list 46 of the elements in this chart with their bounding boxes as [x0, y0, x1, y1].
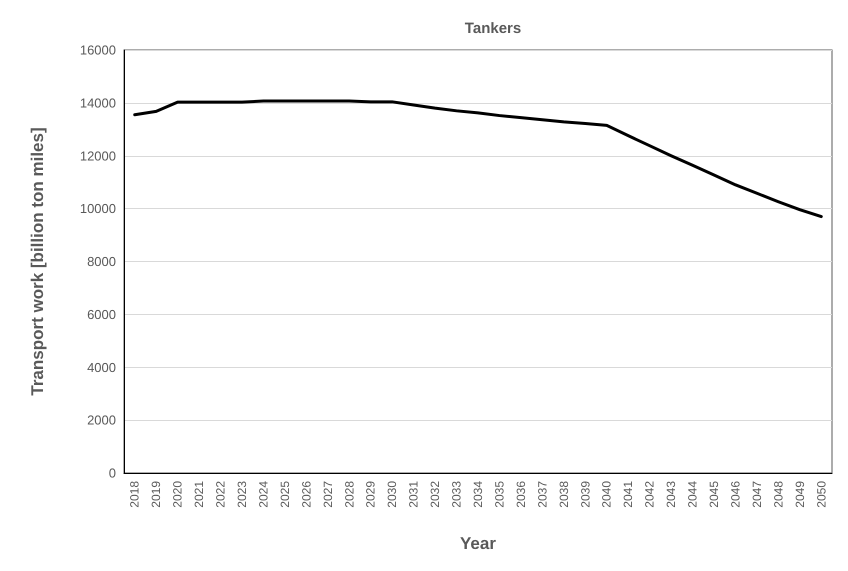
x-tick-label: 2040 — [600, 480, 614, 508]
x-tick-label: 2047 — [750, 480, 764, 508]
x-tick-label: 2036 — [514, 480, 528, 508]
x-tick-label: 2025 — [278, 480, 292, 508]
y-tick-label: 6000 — [87, 306, 116, 322]
x-tick-label: 2043 — [664, 480, 678, 508]
x-tick-label: 2030 — [385, 480, 400, 508]
x-tick-label: 2037 — [535, 480, 550, 508]
x-axis-title: Year — [460, 534, 496, 553]
x-tick-label: 2046 — [728, 480, 742, 508]
x-tick-label: 2024 — [256, 480, 270, 508]
x-tick-label: 2021 — [192, 480, 206, 508]
x-tick-label: 2035 — [492, 480, 506, 508]
x-tick-label: 2038 — [556, 480, 571, 508]
x-tick-label: 2020 — [170, 480, 185, 508]
chart-title: Tankers — [464, 20, 522, 37]
x-tick-label: 2033 — [450, 480, 464, 508]
x-tick-label: 2029 — [364, 480, 378, 508]
x-tick-label: 2034 — [471, 480, 485, 508]
y-tick-label: 0 — [108, 466, 116, 480]
x-tick-label: 2023 — [235, 480, 249, 508]
x-tick-label: 2032 — [428, 480, 442, 508]
x-tick-label: 2039 — [578, 480, 592, 508]
line-series — [133, 100, 823, 218]
y-tick-label: 12000 — [80, 148, 116, 164]
y-tick-label: 2000 — [87, 412, 116, 428]
x-tick-label: 2018 — [128, 480, 142, 508]
x-tick-label: 2045 — [707, 480, 721, 508]
x-tick-label: 2019 — [149, 480, 164, 508]
x-tick-label: 2027 — [320, 480, 335, 508]
x-tick-label: 2042 — [642, 480, 657, 508]
y-tick-label: 14000 — [80, 95, 116, 110]
y-axis-title: Transport work [billion ton miles] — [28, 127, 47, 396]
x-tick-label: 2041 — [621, 480, 636, 508]
x-tick-label: 2031 — [406, 480, 421, 508]
x-tick-label: 2028 — [342, 480, 356, 508]
x-tick-label: 2044 — [686, 480, 700, 508]
y-tick-label: 10000 — [80, 201, 116, 216]
y-tick-label: 4000 — [87, 360, 116, 375]
x-tick-label: 2022 — [214, 480, 228, 508]
y-tick-label: 16000 — [80, 42, 116, 58]
x-tick-label: 2048 — [771, 480, 786, 508]
y-tick-label: 8000 — [87, 254, 116, 269]
x-tick-label: 2026 — [299, 480, 314, 508]
x-tick-label: 2050 — [814, 480, 828, 508]
x-tick-label: 2049 — [792, 480, 807, 508]
